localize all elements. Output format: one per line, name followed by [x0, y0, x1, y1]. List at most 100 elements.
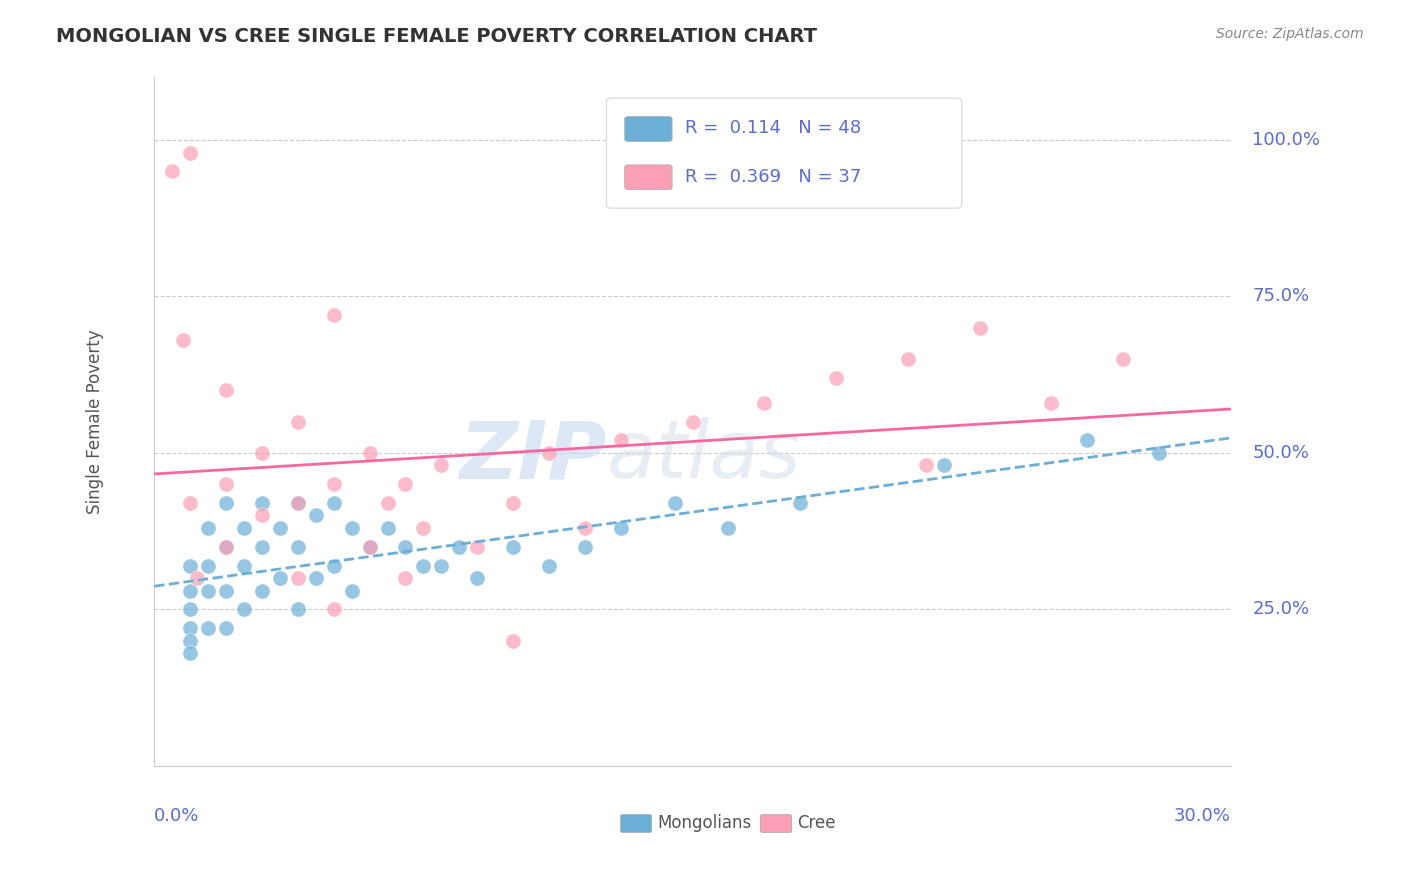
Point: [340, 521, 363, 535]
Point: [233, 602, 256, 616]
Point: [969, 320, 991, 334]
Point: [322, 496, 344, 510]
Point: [197, 558, 219, 573]
Point: [215, 496, 238, 510]
Point: [897, 352, 920, 367]
Point: [305, 571, 328, 585]
Text: atlas: atlas: [606, 417, 801, 495]
Point: [537, 558, 560, 573]
Point: [287, 602, 309, 616]
Point: [430, 558, 453, 573]
Point: [269, 571, 291, 585]
Point: [179, 646, 201, 660]
Point: [394, 540, 416, 554]
Point: [287, 496, 309, 510]
Text: R =  0.114   N = 48: R = 0.114 N = 48: [685, 120, 860, 137]
Point: [322, 308, 344, 322]
Point: [340, 583, 363, 598]
Point: [305, 508, 328, 523]
Text: 30.0%: 30.0%: [1174, 807, 1230, 825]
Text: ZIP: ZIP: [460, 417, 606, 495]
Point: [359, 540, 381, 554]
Point: [664, 496, 686, 510]
Point: [359, 540, 381, 554]
Point: [322, 558, 344, 573]
Point: [1040, 396, 1063, 410]
Point: [215, 583, 238, 598]
Point: [610, 521, 633, 535]
Text: 25.0%: 25.0%: [1253, 600, 1309, 618]
FancyBboxPatch shape: [620, 814, 651, 832]
Text: Source: ZipAtlas.com: Source: ZipAtlas.com: [1216, 27, 1364, 41]
Text: MONGOLIAN VS CREE SINGLE FEMALE POVERTY CORRELATION CHART: MONGOLIAN VS CREE SINGLE FEMALE POVERTY …: [56, 27, 817, 45]
Point: [914, 458, 936, 473]
Point: [197, 521, 219, 535]
Point: [825, 371, 848, 385]
Point: [412, 558, 434, 573]
Point: [359, 446, 381, 460]
Point: [574, 521, 596, 535]
Point: [1147, 446, 1170, 460]
Point: [449, 540, 471, 554]
Point: [250, 446, 273, 460]
Point: [250, 583, 273, 598]
Text: 0.0%: 0.0%: [155, 807, 200, 825]
Point: [465, 571, 488, 585]
Text: 75.0%: 75.0%: [1253, 287, 1309, 305]
Point: [179, 558, 201, 573]
Point: [179, 621, 201, 635]
FancyBboxPatch shape: [761, 814, 792, 832]
FancyBboxPatch shape: [606, 98, 962, 208]
Text: 100.0%: 100.0%: [1253, 131, 1320, 149]
Point: [537, 446, 560, 460]
Point: [789, 496, 811, 510]
Text: 50.0%: 50.0%: [1253, 444, 1309, 462]
Point: [412, 521, 434, 535]
Point: [610, 434, 633, 448]
Point: [394, 477, 416, 491]
Point: [377, 521, 399, 535]
Point: [215, 540, 238, 554]
Point: [179, 145, 201, 160]
Text: Cree: Cree: [797, 814, 835, 832]
Point: [250, 508, 273, 523]
Point: [322, 602, 344, 616]
Point: [322, 477, 344, 491]
Text: Single Female Poverty: Single Female Poverty: [86, 329, 104, 514]
Point: [287, 415, 309, 429]
Point: [160, 164, 183, 178]
Point: [269, 521, 291, 535]
Point: [179, 633, 201, 648]
Point: [1112, 352, 1135, 367]
Point: [215, 540, 238, 554]
Point: [215, 621, 238, 635]
Point: [502, 633, 524, 648]
Point: [465, 540, 488, 554]
Point: [179, 602, 201, 616]
Point: [179, 583, 201, 598]
Point: [502, 496, 524, 510]
Point: [197, 583, 219, 598]
Point: [430, 458, 453, 473]
Point: [215, 384, 238, 398]
Point: [754, 396, 776, 410]
Point: [287, 496, 309, 510]
Point: [574, 540, 596, 554]
Point: [287, 540, 309, 554]
Point: [233, 558, 256, 573]
Point: [250, 540, 273, 554]
Point: [932, 458, 955, 473]
Point: [502, 540, 524, 554]
Point: [250, 496, 273, 510]
Point: [215, 477, 238, 491]
FancyBboxPatch shape: [624, 165, 672, 190]
Point: [394, 571, 416, 585]
Point: [1076, 434, 1098, 448]
Point: [377, 496, 399, 510]
FancyBboxPatch shape: [624, 117, 672, 142]
Point: [186, 571, 208, 585]
Point: [172, 333, 194, 347]
Point: [717, 521, 740, 535]
Text: R =  0.369   N = 37: R = 0.369 N = 37: [685, 168, 862, 186]
Point: [233, 521, 256, 535]
